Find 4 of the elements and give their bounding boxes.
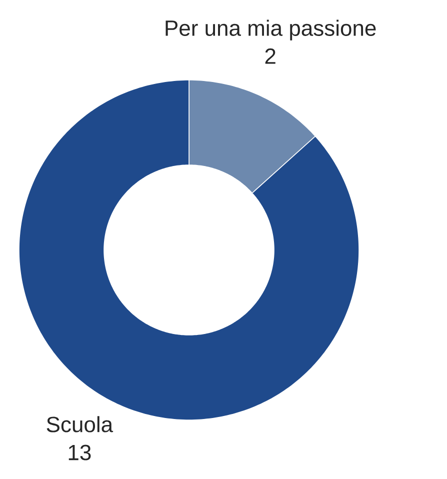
slice-label: Scuola: [46, 416, 114, 432]
data-label: 2: [265, 48, 276, 64]
data-label: 13: [68, 444, 91, 460]
slice-label: Per una mia passione: [166, 20, 376, 40]
